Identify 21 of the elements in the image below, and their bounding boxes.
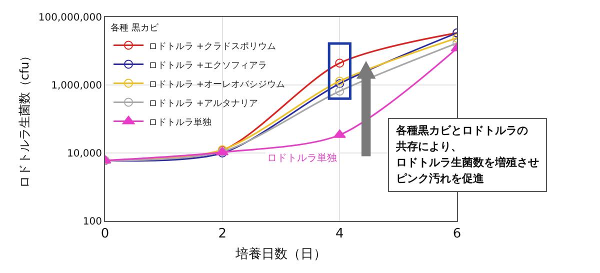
x-axis-title: 培養日数（日） <box>234 247 326 262</box>
legend-label: ロドトルラ +エクソフィアラ <box>148 60 267 71</box>
legend-label: ロドトルラ +アルタナリア <box>148 98 258 109</box>
x-tick-label: 4 <box>336 226 344 242</box>
legend-label: ロドトルラ単独 <box>148 116 212 128</box>
y-tick-label: 1,000,000 <box>51 80 102 92</box>
x-tick-label: 6 <box>452 226 462 242</box>
annotation: ピンク汚れを促進 <box>396 171 485 187</box>
annotation: ロドトルラ単独 <box>267 152 337 164</box>
legend-title: 各種 黒カビ <box>110 22 160 34</box>
annotation: 共存により、 <box>396 139 463 155</box>
x-tick-label: 2 <box>218 226 226 242</box>
y-tick-label: 100 <box>82 216 102 228</box>
y-tick-label: 100,000,000 <box>38 12 102 24</box>
annotation: ロドトルラ生菌数を増殖させ <box>396 155 539 171</box>
annotation: 各種黒カビとロドトルラの <box>396 123 529 139</box>
y-axis-title: ロドトルラ生菌数（cfu） <box>18 50 32 188</box>
legend-label: ロドトルラ +クラドスポリウム <box>148 42 276 52</box>
y-tick-label: 10,000 <box>67 148 102 160</box>
x-tick-label: 0 <box>100 226 110 242</box>
legend-label: ロドトルラ +オーレオバシジウム <box>148 80 285 90</box>
